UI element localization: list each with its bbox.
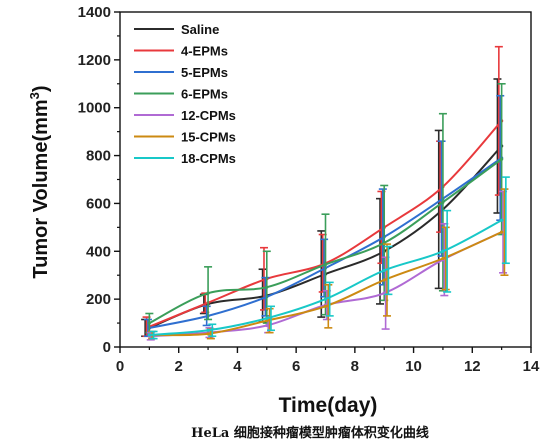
data-point: [206, 291, 210, 295]
data-point: [323, 304, 328, 308]
series-15-cpms: [147, 188, 509, 340]
data-point: [323, 262, 328, 267]
caption-prefix: HeLa: [191, 426, 234, 441]
error-bar: [147, 330, 158, 340]
data-point: [265, 319, 269, 323]
error-bar: [382, 243, 392, 317]
legend-item-15-cpms: 15-CPMs: [134, 130, 236, 145]
figure-caption: HeLa 细胞接种瘤模型肿瘤体积变化曲线: [191, 425, 429, 441]
legend-label: 4-EPMs: [181, 44, 228, 59]
y-tick-label: 200: [86, 291, 111, 308]
legend-item-18-cpms: 18-CPMs: [134, 151, 236, 166]
error-bar: [262, 250, 271, 324]
x-tick-label: 2: [175, 358, 183, 375]
y-axis-title-close: ): [30, 85, 52, 92]
data-point: [147, 321, 151, 325]
legend-label: 5-EPMs: [181, 65, 228, 80]
legend-label: 18-CPMs: [181, 151, 236, 166]
y-tick-label: 400: [86, 243, 111, 260]
data-point: [265, 316, 269, 320]
error-bar: [497, 82, 506, 236]
error-bar: [323, 281, 334, 317]
data-point: [206, 332, 210, 336]
y-tick-label: 1200: [78, 52, 111, 69]
data-point: [441, 256, 445, 261]
x-tick-label: 8: [351, 358, 359, 375]
error-bar: [206, 323, 217, 338]
error-bar: [265, 305, 275, 332]
error-bar: [500, 188, 509, 277]
series-group: [141, 45, 510, 341]
data-point: [500, 218, 504, 222]
data-point: [323, 297, 328, 301]
error-bar: [441, 226, 450, 291]
legend-item-saline: Saline: [134, 22, 219, 37]
error-bar: [382, 245, 393, 296]
legend-item-6-epms: 6-EPMs: [134, 87, 228, 102]
data-point: [441, 200, 445, 204]
data-point: [441, 249, 445, 253]
error-bar: [265, 307, 274, 334]
y-axis-title: Tumor Volume(mm3): [27, 85, 52, 278]
error-bar: [500, 176, 510, 265]
x-tick-label: 6: [292, 358, 300, 375]
x-tick-label: 4: [233, 358, 242, 375]
legend: Saline 4-EPMs 5-EPMs 6-EPMs 12-CPMs 15-CPMs 18…: [134, 22, 236, 166]
legend-item-4-epms: 4-EPMs: [134, 44, 228, 59]
y-tick-label: 800: [86, 148, 111, 165]
caption-text: 细胞接种瘤模型肿瘤体积变化曲线: [234, 425, 429, 441]
data-point: [382, 268, 386, 273]
y-tick-label: 1400: [78, 4, 111, 21]
data-point: [500, 230, 504, 234]
data-point: [147, 333, 151, 337]
x-axis-title: Time(day): [279, 394, 378, 417]
legend-item-5-epms: 5-EPMs: [134, 65, 228, 80]
y-tick-label: 1000: [78, 100, 111, 117]
ticks-group: 0 2 4 6 8 10 12 14 0 200 400 600 800 1000 1200 1400: [78, 4, 540, 375]
y-tick-label: 0: [103, 339, 111, 356]
data-point: [265, 323, 269, 328]
legend-label: Saline: [181, 22, 219, 37]
error-bar: [441, 209, 452, 293]
y-axis-title-sup: 3: [27, 92, 42, 99]
legend-label: 12-CPMs: [181, 108, 236, 123]
x-tick-label: 12: [464, 358, 481, 375]
x-tick-label: 0: [116, 358, 124, 375]
y-axis-title-base: Tumor Volume(mm: [30, 99, 52, 278]
legend-label: 6-EPMs: [181, 87, 228, 102]
data-point: [382, 278, 386, 282]
data-point: [265, 285, 269, 289]
legend-label: 15-CPMs: [181, 130, 236, 145]
series-18-cpms: [147, 176, 510, 340]
y-tick-label: 600: [86, 195, 111, 212]
x-tick-label: 14: [523, 358, 540, 375]
data-point: [500, 157, 504, 161]
data-point: [206, 328, 210, 332]
error-bar: [204, 266, 213, 321]
x-tick-label: 10: [405, 358, 422, 375]
legend-item-12-cpms: 12-CPMs: [134, 108, 236, 123]
error-bar: [323, 283, 333, 329]
series-6-epms: [145, 82, 506, 334]
